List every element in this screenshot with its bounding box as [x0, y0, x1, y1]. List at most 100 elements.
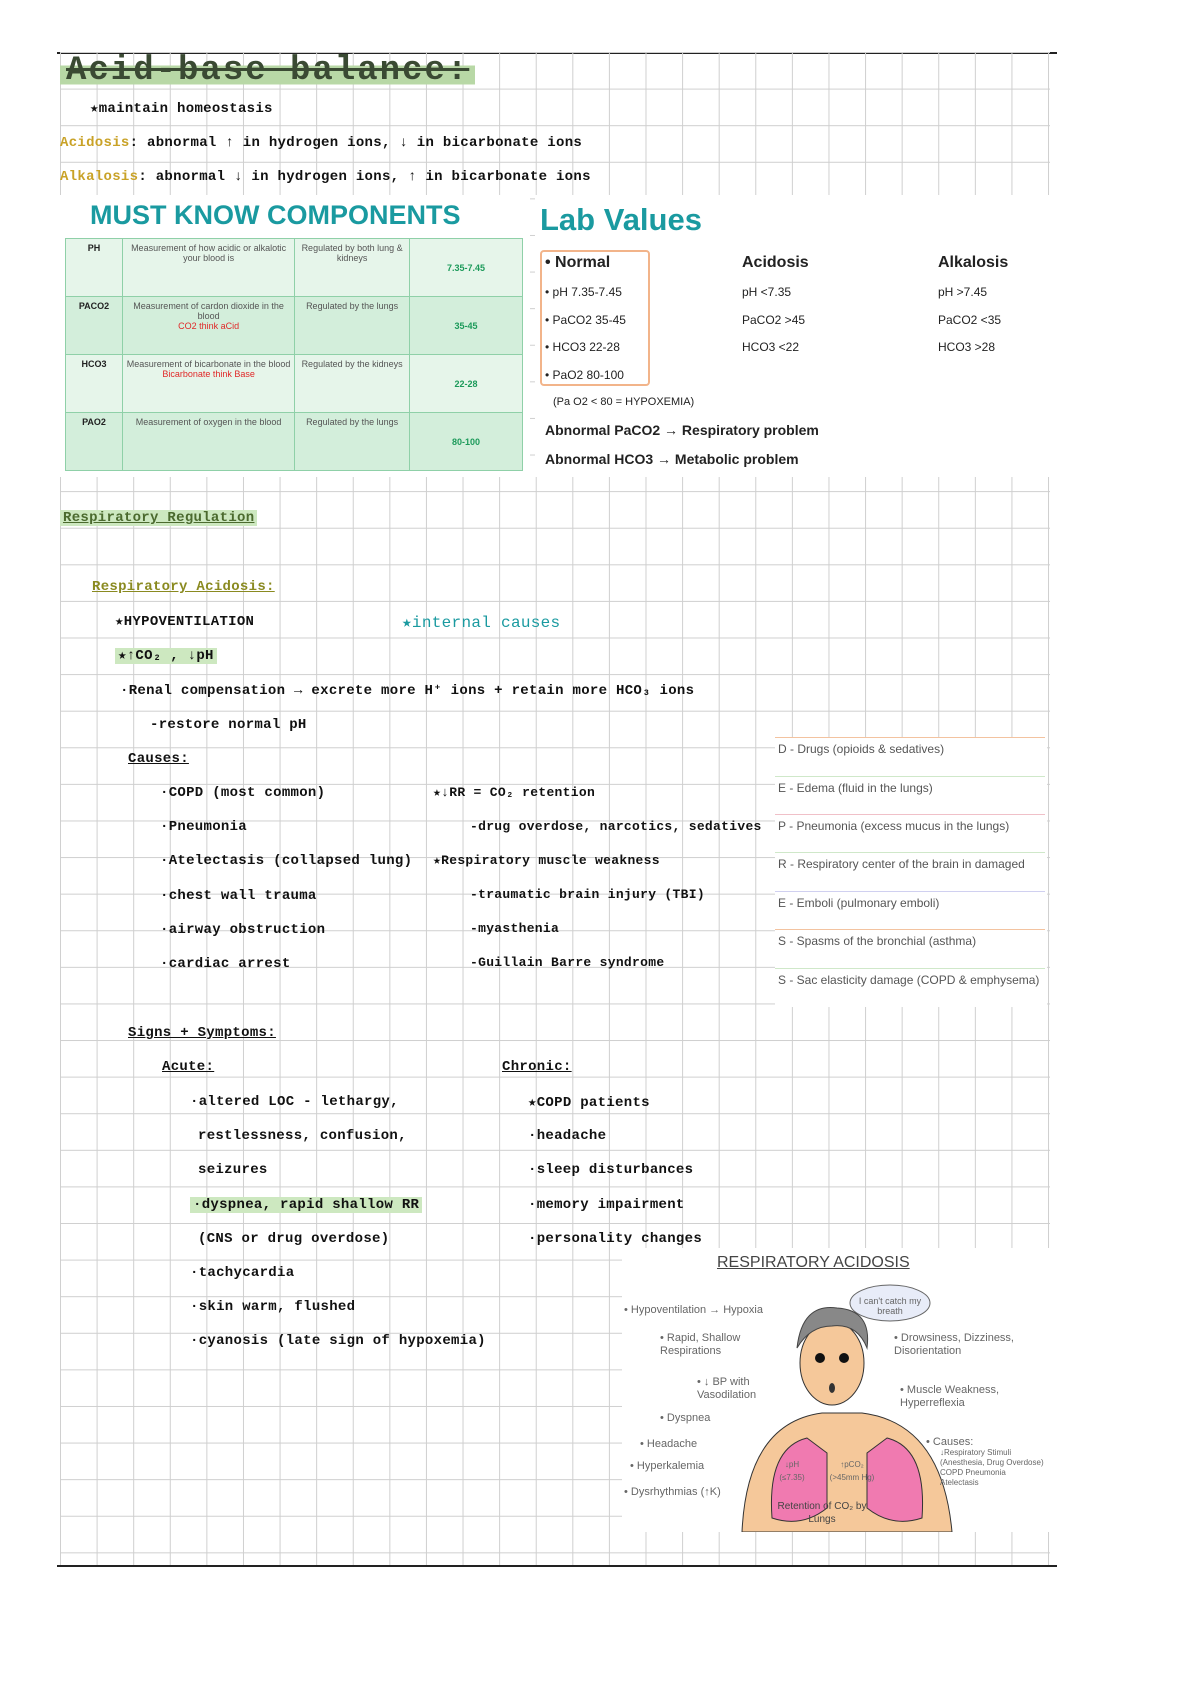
- acute-symptom-text: ·altered LOC - lethargy,: [190, 1094, 399, 1110]
- acute-symptom-text: seizures: [198, 1162, 268, 1179]
- component-regulation: Regulated by the lungs: [294, 296, 410, 355]
- component-regulation: Regulated by the lungs: [294, 412, 410, 471]
- alkalosis-text: : abnormal ↓ in hydrogen ions, ↑ in bica…: [138, 169, 591, 185]
- component-name: PACO2: [65, 296, 123, 355]
- cause-item: ·Atelectasis (collapsed lung): [160, 853, 413, 870]
- acute-symptom-text: ·skin warm, flushed: [190, 1299, 356, 1316]
- symptom-label: • Hyperkalemia: [630, 1460, 705, 1472]
- cause-detail: -drug overdose, narcotics, sedatives: [470, 819, 762, 834]
- acute-symptom: seizures: [198, 1162, 268, 1178]
- component-name: PH: [65, 238, 123, 297]
- symptom-label: • Causes:: [926, 1436, 974, 1448]
- causes-heading: Causes:: [128, 751, 189, 767]
- divider: [775, 737, 1045, 738]
- hypoxemia-note: (Pa O2 < 80 = HYPOXEMIA): [553, 396, 695, 408]
- cause-item: ·COPD (most common): [160, 785, 326, 801]
- cause-detail: -Guillain Barre syndrome: [470, 955, 665, 970]
- normal-value: • pH 7.35-7.45: [545, 285, 622, 299]
- normal-value: • HCO3 22-28: [545, 340, 620, 354]
- depress-item: S - Spasms of the bronchial (asthma): [778, 934, 977, 948]
- acute-symptom-text: ·cyanosis (late sign of hypoxemia): [190, 1333, 486, 1350]
- component-desc: Measurement of oxygen in the blood: [121, 412, 296, 471]
- symptom-label: • Rapid, Shallow Respirations: [660, 1332, 741, 1357]
- cause-detail: ★↓RR = CO₂ retention: [433, 785, 596, 800]
- symptom-label: • Dysrhythmias (↑K): [624, 1486, 721, 1498]
- lab-panel: [535, 195, 1050, 477]
- cause-detail: -myasthenia: [470, 921, 560, 936]
- hypoventilation: ★HYPOVENTILATION: [115, 614, 255, 630]
- chronic-symptom: ·headache: [528, 1128, 607, 1145]
- normal-box: [540, 250, 650, 386]
- depress-item: E - Emboli (pulmonary emboli): [778, 896, 940, 910]
- chronic-symptom: ·memory impairment: [528, 1196, 685, 1213]
- acidosis-value: PaCO2 >45: [742, 313, 806, 327]
- divider: [775, 929, 1045, 930]
- illustration-panel: RESPIRATORY ACIDOSIS I can't catch my br…: [622, 1248, 1050, 1532]
- component-value: 7.35-7.45: [409, 238, 523, 297]
- alkalosis-value: PaCO2 <35: [938, 313, 1002, 327]
- acute-symptom-text: (CNS or drug overdose): [198, 1230, 390, 1247]
- acute-label: Acute:: [162, 1059, 215, 1075]
- components-table: PH Measurement of how acidic or alkalotic…: [65, 238, 523, 471]
- acidosis-text: : abnormal ↑ in hydrogen ions, ↓ in bica…: [129, 135, 583, 151]
- alkalosis-value: pH >7.45: [938, 285, 988, 299]
- component-value: 80-100: [409, 412, 523, 471]
- symptom-label: • Dyspnea: [660, 1412, 711, 1424]
- acute-symptom: restlessness, confusion,: [198, 1128, 407, 1144]
- table-row: PH Measurement of how acidic or alkalotic…: [65, 238, 523, 297]
- components-heading: MUST KNOW COMPONENTS: [90, 200, 461, 230]
- table-row: PACO2 Measurement of cardon dioxide in th…: [65, 296, 523, 355]
- renal-compensation: ·Renal compensation → excrete more H⁺ io…: [120, 683, 695, 699]
- acute-symptom-text: ·tachycardia: [190, 1265, 295, 1281]
- resp-acidosis-heading: Respiratory Acidosis:: [92, 579, 275, 595]
- desc-text: Measurement of oxygen in the blood: [135, 417, 282, 427]
- acute-symptom: ·altered LOC - lethargy,: [190, 1094, 399, 1110]
- desc-text: Measurement of bicarbonate in the blood: [126, 359, 291, 369]
- abnormal-hco3: Abnormal HCO3 → Metabolic problem: [545, 451, 799, 467]
- acidosis-value: HCO3 <22: [742, 340, 800, 354]
- alkalosis-value: HCO3 >28: [938, 340, 996, 354]
- symptom-label: ↓Respiratory Stimuli (Anesthesia, Drug O…: [940, 1448, 1044, 1487]
- table-row: PAO2 Measurement of oxygen in the blood Re…: [65, 412, 523, 471]
- depress-panel: [775, 737, 1047, 1007]
- depress-item: E - Edema (fluid in the lungs): [778, 781, 933, 795]
- man-with-lungs-illustration: [741, 1284, 953, 1532]
- acute-symptom: (CNS or drug overdose): [198, 1231, 389, 1247]
- symptom-label: • Hypoventilation → Hypoxia: [624, 1304, 763, 1316]
- component-desc: Measurement of cardon dioxide in the blo…: [121, 296, 296, 355]
- bottom-rule: [57, 1565, 1057, 1567]
- alkalosis-label: Alkalosis: [60, 169, 139, 185]
- abnormal-paco2: Abnormal PaCO2 → Respiratory problem: [545, 422, 819, 438]
- component-name: HCO3: [65, 354, 123, 413]
- cause-item: ·cardiac arrest: [160, 956, 291, 972]
- divider: [775, 891, 1045, 892]
- desc-text: Measurement of cardon dioxide in the blo…: [133, 301, 284, 321]
- table-row: HCO3 Measurement of bicarbonate in the bl…: [65, 354, 523, 413]
- acute-symptom: ·skin warm, flushed: [190, 1299, 355, 1315]
- depress-item: S - Sac elasticity damage (COPD & emphys…: [778, 973, 1040, 987]
- cause-item: ·airway obstruction: [160, 921, 326, 938]
- component-desc: Measurement of how acidic or alkalotic y…: [121, 238, 296, 297]
- ph-label: ↓pH (≤7.35): [779, 1460, 805, 1482]
- acidosis-def: Acidosis: abnormal ↑ in hydrogen ions, ↓…: [60, 135, 582, 151]
- symptom-label: • ↓ BP with Vasodilation: [697, 1376, 757, 1401]
- section-resp-regulation: Respiratory Regulation: [60, 510, 258, 526]
- cause-item: ·Pneumonia: [160, 819, 248, 836]
- component-regulation: Regulated by the kidneys: [294, 354, 410, 413]
- acute-symptom-text: ·dyspnea, rapid shallow RR: [190, 1196, 423, 1213]
- component-value: 35-45: [409, 296, 523, 355]
- component-regulation: Regulated by both lung & kidneys: [294, 238, 410, 297]
- maintain-note: ★maintain homeostasis: [90, 101, 273, 117]
- divider: [775, 852, 1045, 853]
- divider: [775, 776, 1045, 777]
- col-normal: • Normal: [545, 254, 611, 271]
- col-acidosis: Acidosis: [742, 254, 809, 271]
- mnemonic-note: Bicarbonate think Base: [162, 369, 255, 379]
- col-alkalosis: Alkalosis: [938, 254, 1009, 271]
- component-name: PAO2: [65, 412, 123, 471]
- internal-causes: ★internal causes: [402, 614, 561, 632]
- depress-item: P - Pneumonia (excess mucus in the lungs…: [778, 819, 1010, 833]
- cause-detail: ★Respiratory muscle weakness: [433, 853, 660, 868]
- divider: [775, 814, 1045, 815]
- normal-value: • PaO2 80-100: [545, 368, 624, 382]
